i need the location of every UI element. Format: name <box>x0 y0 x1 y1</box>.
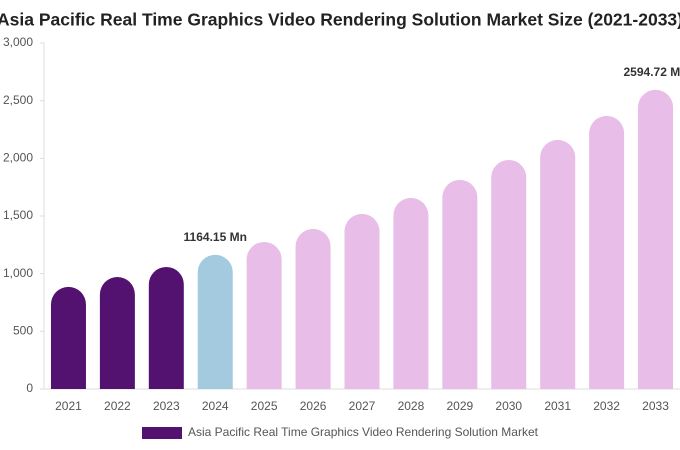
bar <box>50 286 86 389</box>
chart-title: Asia Pacific Real Time Graphics Video Re… <box>0 10 680 30</box>
bar <box>99 277 135 389</box>
x-tick-label: 2033 <box>642 399 669 413</box>
bar <box>197 254 233 389</box>
y-tick-label: 2,500 <box>3 93 33 107</box>
x-tick-label: 2023 <box>153 399 180 413</box>
x-tick-label: 2026 <box>300 399 327 413</box>
bar <box>393 197 429 389</box>
x-tick-label: 2028 <box>398 399 425 413</box>
y-tick-label: 1,500 <box>3 208 33 222</box>
y-tick-label: 0 <box>26 381 33 395</box>
bar <box>442 179 478 389</box>
bar <box>246 241 282 389</box>
x-tick-label: 2027 <box>349 399 376 413</box>
y-tick-label: 500 <box>13 324 33 338</box>
y-tick-label: 3,000 <box>3 35 33 49</box>
bar <box>638 89 674 389</box>
x-tick-label: 2022 <box>104 399 131 413</box>
y-tick-label: 1,000 <box>3 266 33 280</box>
bar <box>491 159 527 389</box>
value-label: 2594.72 Mn <box>624 65 680 79</box>
bar <box>295 228 331 389</box>
legend-swatch <box>142 427 182 439</box>
x-tick-label: 2029 <box>446 399 473 413</box>
x-tick-label: 2021 <box>55 399 82 413</box>
bar <box>589 115 625 389</box>
bar <box>344 213 380 389</box>
x-tick-label: 2032 <box>593 399 620 413</box>
legend-label: Asia Pacific Real Time Graphics Video Re… <box>188 425 539 439</box>
bar <box>540 139 576 389</box>
x-tick-label: 2030 <box>495 399 522 413</box>
value-label: 1164.15 Mn <box>184 230 247 244</box>
x-tick-label: 2025 <box>251 399 278 413</box>
x-tick-label: 2024 <box>202 399 229 413</box>
bar <box>148 266 184 389</box>
y-tick-label: 2,000 <box>3 151 33 165</box>
x-tick-label: 2031 <box>544 399 571 413</box>
